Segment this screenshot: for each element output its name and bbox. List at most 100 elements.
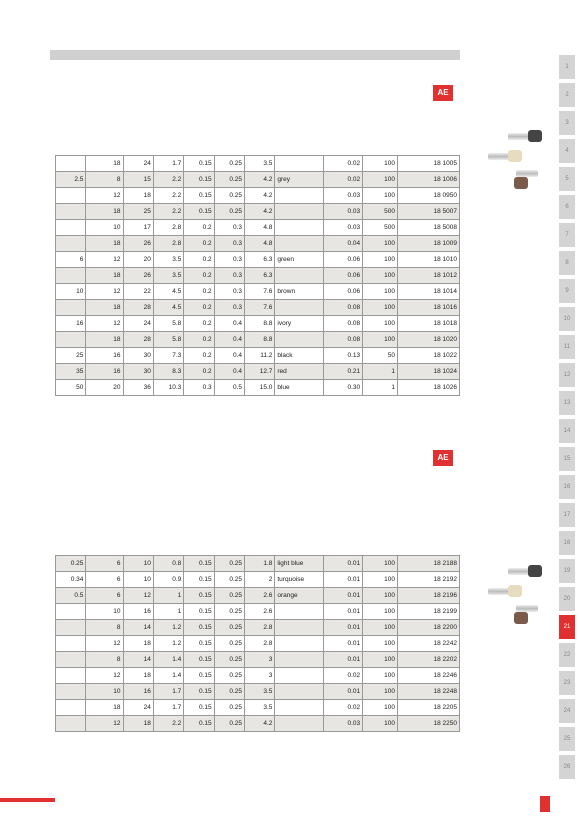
table-cell: 0.2 [184, 284, 214, 300]
table-cell: 0.2 [184, 220, 214, 236]
table-cell: 18 1018 [398, 316, 460, 332]
table-cell: 0.4 [214, 348, 244, 364]
table-cell: 28 [123, 300, 153, 316]
table-cell: 3.5 [245, 700, 275, 716]
side-tab-11[interactable]: 11 [559, 335, 575, 359]
table-cell: 10.3 [153, 380, 183, 396]
side-tab-9[interactable]: 9 [559, 279, 575, 303]
table-cell: 0.01 [323, 588, 362, 604]
side-tab-8[interactable]: 8 [559, 251, 575, 275]
table-cell: 0.02 [323, 156, 362, 172]
side-tab-18[interactable]: 18 [559, 531, 575, 555]
table-cell: 100 [363, 700, 398, 716]
table-cell: 30 [123, 348, 153, 364]
table-cell [275, 332, 323, 348]
table-cell: 2.8 [153, 236, 183, 252]
table-cell: 18 2188 [398, 556, 460, 572]
side-tab-5[interactable]: 5 [559, 167, 575, 191]
table-cell: 500 [363, 220, 398, 236]
table-cell: 100 [363, 588, 398, 604]
table-cell: 0.4 [214, 364, 244, 380]
table-cell: red [275, 364, 323, 380]
table-cell: brown [275, 284, 323, 300]
table-cell: 0.06 [323, 284, 362, 300]
table-cell: 24 [123, 156, 153, 172]
table-row: 0.346100.90.150.252turquoise0.0110018 21… [56, 572, 460, 588]
side-tab-15[interactable]: 15 [559, 447, 575, 471]
table-cell: 0.03 [323, 220, 362, 236]
table-cell: 2.2 [153, 188, 183, 204]
table-cell: 100 [363, 684, 398, 700]
table-cell [56, 236, 86, 252]
table-cell: 0.25 [214, 684, 244, 700]
table-cell: black [275, 348, 323, 364]
table-cell: 0.15 [184, 204, 214, 220]
table-cell: 100 [363, 620, 398, 636]
table-cell: 24 [123, 316, 153, 332]
table-cell: 0.25 [214, 588, 244, 604]
side-tab-4[interactable]: 4 [559, 139, 575, 163]
table-cell: 50 [363, 348, 398, 364]
table-cell: 1.7 [153, 700, 183, 716]
table-cell: 0.5 [214, 380, 244, 396]
table-cell: 100 [363, 172, 398, 188]
table-cell: 0.08 [323, 316, 362, 332]
table-cell: 0.3 [214, 268, 244, 284]
side-tab-1[interactable]: 1 [559, 55, 575, 79]
side-tab-3[interactable]: 3 [559, 111, 575, 135]
side-tab-23[interactable]: 23 [559, 671, 575, 695]
table-cell: 0.25 [56, 556, 86, 572]
table-cell: 100 [363, 668, 398, 684]
table-cell: 16 [56, 316, 86, 332]
table-cell: 1 [363, 380, 398, 396]
table-cell [275, 236, 323, 252]
side-tab-25[interactable]: 25 [559, 727, 575, 751]
side-tab-16[interactable]: 16 [559, 475, 575, 499]
ferrule-illustration-1 [468, 130, 548, 190]
ferrule-illustration-2 [468, 565, 548, 625]
side-tab-13[interactable]: 13 [559, 391, 575, 415]
table-cell [275, 300, 323, 316]
table-cell: 8 [86, 652, 123, 668]
table-row: 10161.70.150.253.50.0110018 2248 [56, 684, 460, 700]
side-tab-6[interactable]: 6 [559, 195, 575, 219]
table-cell: 18 [86, 268, 123, 284]
spec-table-2: 0.256100.80.150.251.8light blue0.0110018… [55, 555, 460, 732]
table-cell [275, 636, 323, 652]
side-tab-26[interactable]: 26 [559, 755, 575, 779]
side-tab-17[interactable]: 17 [559, 503, 575, 527]
table-row: 18241.70.150.253.50.0210018 2205 [56, 700, 460, 716]
table-cell: 0.25 [214, 620, 244, 636]
table-cell: 12 [123, 588, 153, 604]
side-tab-10[interactable]: 10 [559, 307, 575, 331]
table-cell: 0.03 [323, 188, 362, 204]
table-cell: orange [275, 588, 323, 604]
table-cell: 8.8 [245, 332, 275, 348]
table-cell: 100 [363, 252, 398, 268]
table-cell: 0.2 [184, 300, 214, 316]
side-tab-20[interactable]: 20 [559, 587, 575, 611]
side-tab-24[interactable]: 24 [559, 699, 575, 723]
table-cell: 28 [123, 332, 153, 348]
table-cell: 2.8 [245, 636, 275, 652]
side-tab-19[interactable]: 19 [559, 559, 575, 583]
side-tab-21[interactable]: 21 [559, 615, 575, 639]
side-tab-14[interactable]: 14 [559, 419, 575, 443]
side-tab-12[interactable]: 12 [559, 363, 575, 387]
table-cell: 18 1020 [398, 332, 460, 348]
table-cell: 0.15 [184, 636, 214, 652]
table-cell: blue [275, 380, 323, 396]
table-cell: 15 [123, 172, 153, 188]
table-cell: 18 2246 [398, 668, 460, 684]
side-tab-22[interactable]: 22 [559, 643, 575, 667]
side-tab-7[interactable]: 7 [559, 223, 575, 247]
table-cell: 10 [56, 284, 86, 300]
table-cell: 16 [86, 364, 123, 380]
table-cell: 14 [123, 652, 153, 668]
table-cell: 18 [86, 300, 123, 316]
table-cell: 0.15 [184, 172, 214, 188]
table-cell: ivory [275, 316, 323, 332]
table-cell [56, 700, 86, 716]
table-cell: 1 [363, 364, 398, 380]
side-tab-2[interactable]: 2 [559, 83, 575, 107]
